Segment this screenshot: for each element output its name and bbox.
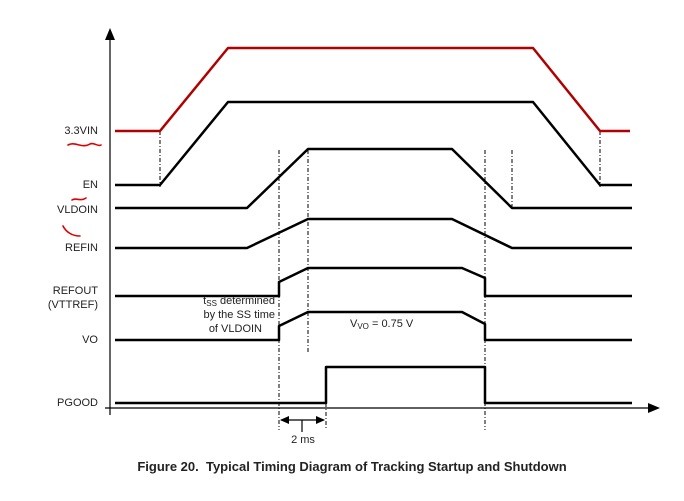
wave-refin bbox=[115, 217, 632, 250]
text-part: t bbox=[203, 295, 206, 307]
tss-note: tSS determined bbox=[203, 295, 275, 308]
signal-label: REFOUT bbox=[53, 285, 99, 297]
y-arrow bbox=[105, 28, 115, 40]
vvo-note: VVO = 0.75 V bbox=[350, 318, 414, 331]
x-arrow bbox=[648, 403, 660, 413]
wave-vldoin bbox=[115, 147, 632, 210]
signal-label: REFIN bbox=[65, 242, 98, 254]
signal-label: EN bbox=[83, 179, 98, 191]
signal-label: 3.3VIN bbox=[64, 125, 98, 137]
tss-note: by the SS time bbox=[203, 309, 275, 321]
signal-label: PGOOD bbox=[57, 397, 98, 409]
text-part: V bbox=[350, 318, 358, 330]
wave-pgood bbox=[115, 365, 632, 405]
tss-note: of VLDOIN bbox=[209, 323, 262, 335]
text-part: determined bbox=[217, 295, 275, 307]
wave-vo bbox=[115, 310, 632, 342]
wave-3v3vin bbox=[115, 46, 630, 133]
caption: Figure 20. Typical Timing Diagram of Tra… bbox=[137, 459, 566, 474]
text-part: = 0.75 V bbox=[369, 318, 414, 330]
signal-label: VLDOIN bbox=[57, 204, 98, 216]
signal-label: VO bbox=[82, 334, 98, 346]
markers bbox=[159, 131, 601, 430]
wave-en bbox=[115, 100, 632, 187]
signal-sublabel: (VTTREF) bbox=[48, 299, 98, 311]
wave-refout bbox=[115, 266, 632, 298]
text-part: VO bbox=[357, 322, 369, 331]
handwritten-marks bbox=[62, 142, 102, 237]
text-part: SS bbox=[206, 299, 217, 308]
interval-arrow bbox=[280, 416, 325, 432]
interval-label: 2 ms bbox=[291, 434, 315, 446]
